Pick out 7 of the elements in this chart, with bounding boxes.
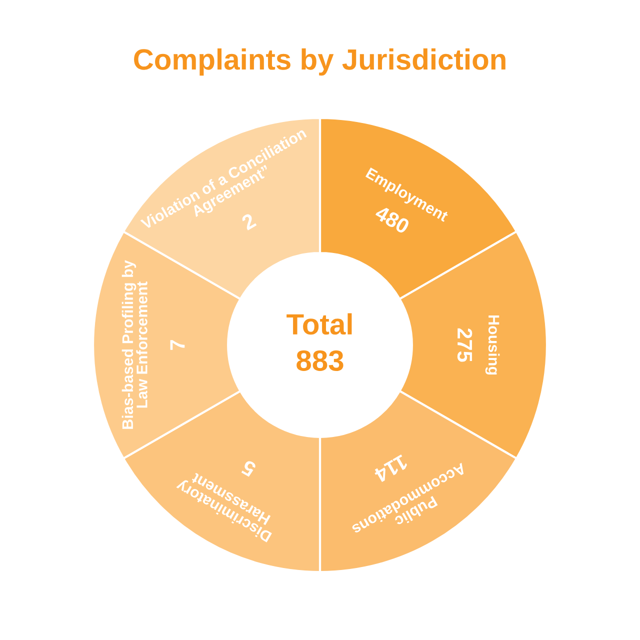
text: Total: [286, 313, 352, 335]
category-label: Bias-based Profiling by Law Enforcement: [122, 260, 148, 429]
data-label: 7: [170, 340, 185, 350]
text: 883: [296, 350, 344, 372]
category-label: Housing: [485, 315, 500, 375]
data-label: 275: [457, 328, 472, 362]
text: Complaints by Jurisdiction: [134, 48, 506, 76]
